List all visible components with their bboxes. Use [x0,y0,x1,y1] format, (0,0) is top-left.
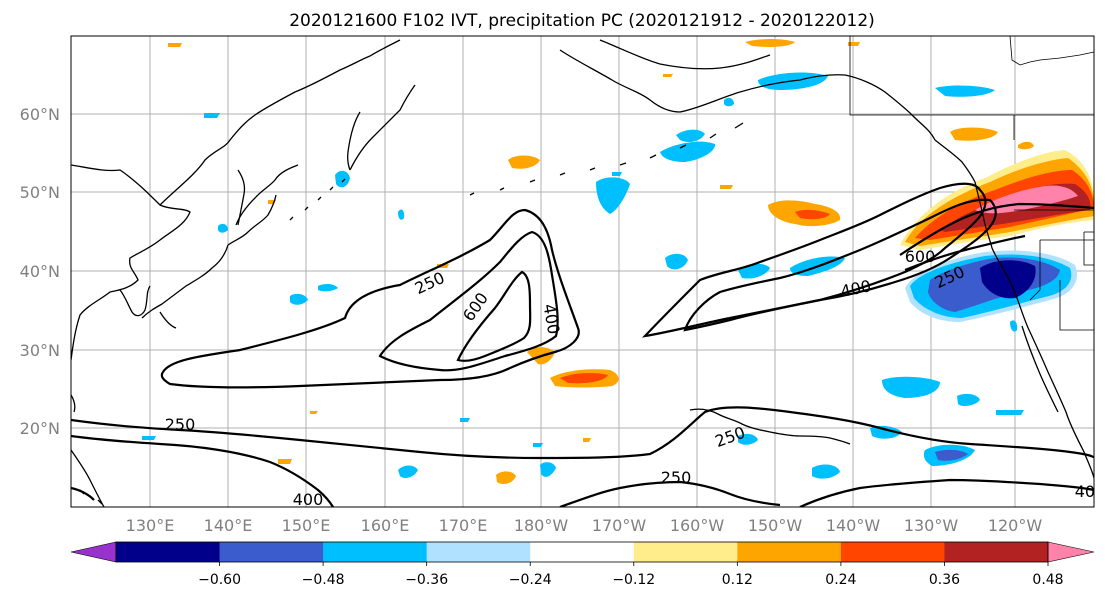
colorbar-bin [944,542,1049,562]
colorbar-tick-label: 0.36 [929,572,960,588]
lon-label: 170°E [439,516,488,535]
lon-label: 130°E [126,516,175,535]
colorbar-tick-label: 0.12 [722,572,753,588]
lon-label: 160°E [361,516,410,535]
colorbar-tick-label: 0.24 [825,572,856,588]
colorbar-tick-label: −0.60 [198,572,241,588]
lat-label: 50°N [20,183,60,202]
contour-label: 600 [905,247,936,266]
lat-label: 40°N [20,262,60,281]
contour-label: 250 [661,468,692,487]
colorbar-tick-label: −0.36 [405,572,448,588]
colorbar-bin [530,542,635,562]
lat-label: 30°N [20,341,60,360]
lon-label: 150°E [282,516,331,535]
colorbar-tick-label: −0.24 [509,572,552,588]
colorbar-tick-label: 0.48 [1032,572,1063,588]
contour-label: 400 [1075,482,1105,501]
map-frame [70,35,1095,508]
colorbar-bin [323,542,428,562]
colorbar-bin [426,542,531,562]
colorbar-bin [116,542,221,562]
contour-label: 400 [293,490,324,509]
lon-label: 180°W [514,516,569,535]
lon-label: 120°W [988,516,1043,535]
lat-label: 20°N [20,419,60,438]
lon-label: 140°E [204,516,253,535]
colorbar-tick-label: −0.12 [612,572,655,588]
colorbar-bin [219,542,324,562]
lon-label: 130°W [904,516,959,535]
colorbar: −0.60 −0.48 −0.36 −0.24 −0.12 0.12 0.24 0.36 0.4… [70,541,1095,588]
lon-label: 170°W [592,516,647,535]
lon-label: 150°W [748,516,803,535]
colorbar-bin [840,542,945,562]
colorbar-bin [737,542,842,562]
ivt-contours [71,182,1094,507]
latitude-labels: 60°N 50°N 40°N 30°N 20°N [20,105,60,438]
lat-label: 60°N [20,105,60,124]
colorbar-bin [633,542,738,562]
colorbar-extend-min [70,541,117,563]
coastlines [71,39,1094,507]
borders [849,36,1094,331]
lon-label: 160°W [670,516,725,535]
longitude-labels: 130°E 140°E 150°E 160°E 170°E 180°W 170°W 160°W… [126,516,1043,535]
colorbar-tick-label: −0.48 [302,572,345,588]
colorbar-frame [115,541,1049,563]
map-panel: 250 600 400 250 400 600 250 250 250 400 … [70,35,1105,509]
precip-negative-shading [142,72,1078,479]
colorbar-extend-max [1047,541,1095,563]
contour-label: 250 [165,415,196,434]
figure-title: 2020121600 F102 IVT, precipitation PC (2… [289,11,875,31]
lon-label: 140°W [826,516,881,535]
